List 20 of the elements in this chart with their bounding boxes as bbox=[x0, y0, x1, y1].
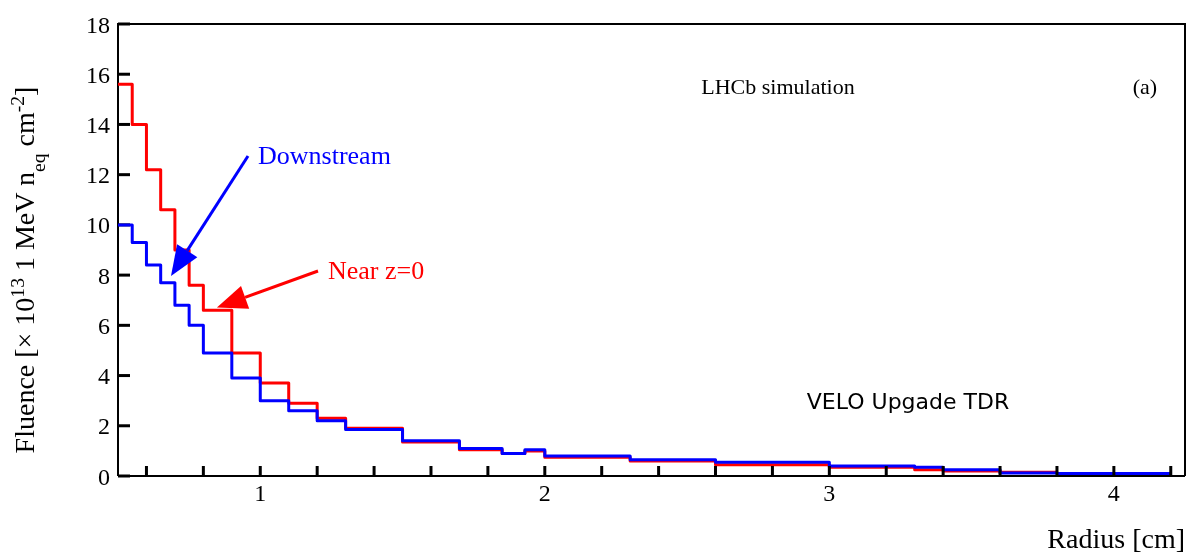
y-tick-label: 8 bbox=[98, 262, 110, 289]
x-tick-label: 2 bbox=[538, 480, 551, 507]
y-tick-label: 10 bbox=[86, 212, 110, 239]
annotation: VELO Upgade TDR bbox=[806, 389, 1010, 414]
y-tick-label: 2 bbox=[98, 413, 110, 440]
text: Downstream bbox=[258, 141, 391, 170]
annotation: (a) bbox=[1132, 74, 1158, 99]
legend-label: Near z=0 bbox=[328, 256, 425, 285]
x-tick-label: 1 bbox=[254, 480, 267, 507]
y-tick-label: 4 bbox=[98, 363, 110, 390]
annotation: LHCb simulation bbox=[701, 74, 855, 99]
y-tick-label: 6 bbox=[98, 312, 110, 339]
x-tick-label: 4 bbox=[1107, 480, 1120, 507]
y-tick-label: 12 bbox=[86, 162, 110, 189]
y-tick-label: 16 bbox=[86, 61, 110, 88]
y-tick-label: 14 bbox=[86, 111, 110, 138]
x-axis-title: Radius [cm] bbox=[1047, 523, 1185, 554]
x-tick-label: 3 bbox=[823, 480, 836, 507]
y-tick-label: 0 bbox=[98, 463, 110, 490]
y-tick-label: 18 bbox=[86, 11, 110, 38]
